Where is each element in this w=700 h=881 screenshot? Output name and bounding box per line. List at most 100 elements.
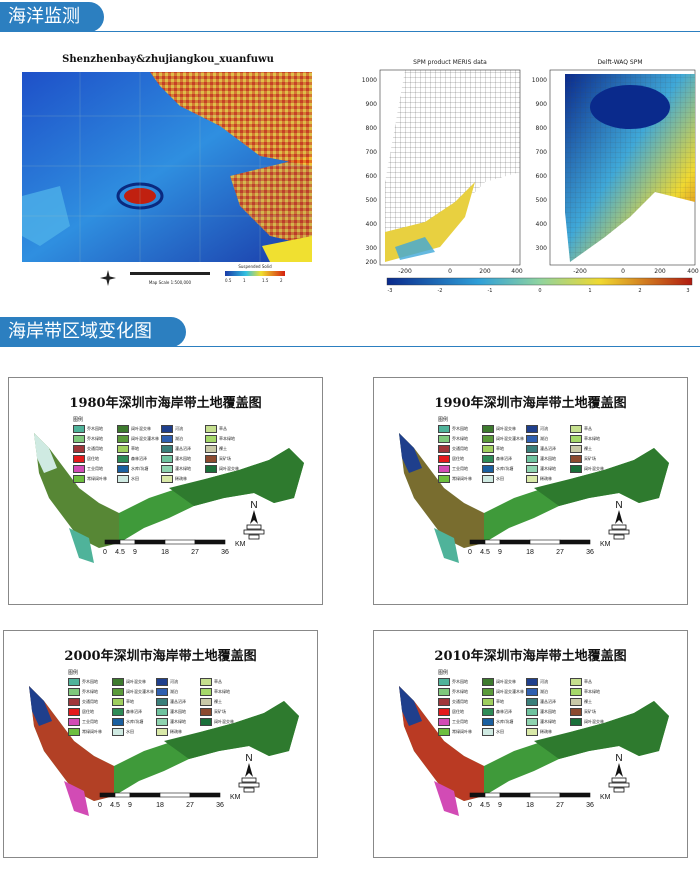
legend-swatch: [482, 688, 494, 696]
legend-label: 交通用地: [87, 446, 103, 451]
legend-item: 草地: [112, 698, 156, 706]
scale-tick: 9: [498, 549, 502, 556]
legend-swatch: [156, 718, 168, 726]
satellite-figure: Shenzhenbay&zhujiangkou_xuanfuwu Map Sca…: [22, 54, 312, 286]
legend-label: 灌木绿地: [540, 466, 556, 471]
legend-item: 乔木园地: [68, 678, 112, 686]
legend-swatch: [438, 455, 450, 463]
legend-label: 工业用地: [82, 719, 98, 724]
legend-item: 水田: [482, 728, 526, 736]
legend-swatch: [482, 718, 494, 726]
cbar-tick: 0: [538, 288, 541, 294]
legend-item: 阔叶混交林: [205, 465, 249, 473]
legend-label: 常绿阔叶林: [452, 476, 472, 481]
legend-label: 草地: [496, 699, 504, 704]
legend-label: 草本绿地: [219, 436, 235, 441]
legend-item: 森林沼泽: [482, 455, 526, 463]
legend-swatch: [526, 678, 538, 686]
x-tick: 0: [621, 268, 625, 275]
legend-label: 阔叶混交灌木林: [131, 436, 159, 441]
legend-label: 灌木园地: [540, 709, 556, 714]
y-tick: 400: [536, 221, 548, 228]
scale-bar: 0 4.5 9 18 27 36 KM: [468, 539, 611, 556]
legend-item: 工业用地: [68, 718, 112, 726]
legend-swatch: [570, 465, 582, 473]
legend-item: 裸土: [570, 445, 614, 453]
legend-label: 水库/坑塘: [126, 719, 144, 724]
legend-label: 草丛: [214, 679, 222, 684]
legend-swatch: [156, 728, 168, 736]
cbar-tick: -2: [438, 288, 443, 294]
y-tick: 800: [366, 125, 378, 132]
legend-swatch: [117, 465, 129, 473]
legend-swatch: [526, 445, 538, 453]
legend-swatch: [570, 425, 582, 433]
section-title-coast: 海岸带区域变化图: [8, 321, 152, 342]
scale-tick: 4.5: [480, 802, 490, 809]
legend-item: 稀疏林: [526, 475, 570, 483]
legend-item: 阔叶混交灌木林: [482, 435, 526, 443]
legend-swatch: [112, 678, 124, 686]
section-divider: [0, 31, 700, 32]
legend-item: 草地: [117, 445, 161, 453]
legend-swatch: [482, 425, 494, 433]
section-tab-ocean: 海洋监测: [0, 2, 104, 32]
legend-item: 阔叶混交林: [482, 425, 526, 433]
legend-label: 常绿阔叶林: [82, 729, 102, 734]
scale-tick: 36: [586, 802, 594, 809]
legend-swatch: [438, 475, 450, 483]
legend-label: 阔叶混交林: [496, 426, 516, 431]
legend-item: 水库/坑塘: [112, 718, 156, 726]
north-arrow-icon: N: [608, 500, 630, 540]
legend-swatch: [482, 728, 494, 736]
scale-tick: 18: [161, 549, 169, 556]
legend-swatch: [438, 688, 450, 696]
legend-label: 草本绿地: [214, 689, 230, 694]
legend-label: 稀疏林: [170, 729, 182, 734]
legend-label: 水田: [496, 729, 504, 734]
legend-swatch: [200, 718, 212, 726]
legend-swatch: [112, 708, 124, 716]
legend-label: 采矿场: [584, 709, 596, 714]
legend-item: 居住地: [438, 455, 482, 463]
legend-label: 河流: [540, 426, 548, 431]
legend-item: 河流: [526, 425, 570, 433]
legend-swatch: [200, 678, 212, 686]
cbar-tick: 2: [638, 288, 641, 294]
scale-unit: KM: [235, 541, 246, 548]
legend-swatch: [526, 688, 538, 696]
legend-swatch: [526, 465, 538, 473]
legend-item: 工业用地: [438, 718, 482, 726]
section-title-ocean: 海洋监测: [8, 6, 80, 27]
legend-swatch: [570, 718, 582, 726]
legend-label: 草地: [131, 446, 139, 451]
map-title: 2010年深圳市海岸带土地覆盖图: [434, 649, 627, 664]
legend-swatch: [438, 728, 450, 736]
legend-swatch: [482, 445, 494, 453]
scale-tick: 27: [556, 549, 564, 556]
x-tick: 400: [687, 268, 699, 275]
legend-swatch: [161, 435, 173, 443]
map-legend: 图例 乔木园地 阔叶混交林 河流 草丛 乔木绿地 阔叶混交灌木林 湖泊 草本绿地 交通用地 草地 灌丛…: [73, 416, 253, 483]
legend-swatch: [161, 445, 173, 453]
legend-swatch: [482, 465, 494, 473]
legend-item: 常绿阔叶林: [438, 475, 482, 483]
x-tick: 400: [511, 268, 523, 275]
legend-swatch: [73, 435, 85, 443]
legend-item: 水田: [482, 475, 526, 483]
satellite-scalebar: [130, 272, 210, 275]
legend-item: 阔叶混交林: [117, 425, 161, 433]
legend-label: 灌丛沼泽: [540, 699, 556, 704]
legend-swatch: [482, 435, 494, 443]
legend-label: 乔木园地: [452, 679, 468, 684]
legend-item: 水库/坑塘: [117, 465, 161, 473]
satellite-title: Shenzhenbay&zhujiangkou_xuanfuwu: [62, 54, 274, 65]
legend-label: 草本绿地: [584, 689, 600, 694]
legend-swatch: [156, 708, 168, 716]
legend-label: 阔叶混交林: [219, 466, 239, 471]
legend-item: 灌木园地: [161, 455, 205, 463]
scale-bar: 0 4.5 9 18 27 36 KM: [468, 792, 611, 809]
legend-item: 裸土: [200, 698, 244, 706]
legend-swatch: [68, 688, 80, 696]
legend-item: 工业用地: [438, 465, 482, 473]
